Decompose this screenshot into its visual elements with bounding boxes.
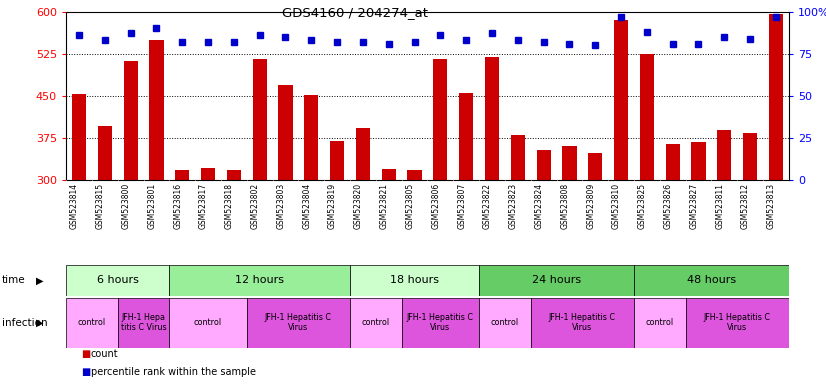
Bar — [634, 298, 686, 348]
Text: JFH-1 Hepatitis C
Virus: JFH-1 Hepatitis C Virus — [265, 313, 332, 332]
Bar — [634, 265, 789, 296]
Text: ▶: ▶ — [36, 275, 44, 285]
Text: GSM523825: GSM523825 — [638, 183, 647, 229]
Text: GSM523819: GSM523819 — [328, 183, 337, 229]
Bar — [563, 146, 577, 180]
Text: 48 hours: 48 hours — [687, 275, 736, 285]
Text: ■: ■ — [81, 349, 90, 359]
Text: GSM523811: GSM523811 — [715, 183, 724, 229]
Text: GSM523821: GSM523821 — [380, 183, 389, 229]
Text: time: time — [2, 275, 26, 285]
Text: control: control — [646, 318, 674, 327]
Bar — [588, 154, 602, 180]
Text: 18 hours: 18 hours — [390, 275, 439, 285]
Text: GSM523815: GSM523815 — [96, 183, 105, 229]
Bar — [479, 298, 530, 348]
Bar — [459, 93, 473, 180]
Bar — [350, 298, 401, 348]
Text: percentile rank within the sample: percentile rank within the sample — [91, 367, 256, 377]
Bar — [175, 170, 189, 180]
Text: GSM523818: GSM523818 — [225, 183, 234, 229]
Text: GSM523817: GSM523817 — [199, 183, 208, 229]
Bar — [124, 61, 138, 180]
Bar — [510, 136, 525, 180]
Bar — [304, 95, 318, 180]
Text: GSM523804: GSM523804 — [302, 183, 311, 229]
Bar — [434, 59, 448, 180]
Bar — [278, 85, 292, 180]
Text: GSM523805: GSM523805 — [406, 183, 415, 229]
Text: GSM523801: GSM523801 — [147, 183, 156, 229]
Text: JFH-1 Hepa
titis C Virus: JFH-1 Hepa titis C Virus — [121, 313, 166, 332]
Bar — [201, 168, 215, 180]
Bar — [356, 128, 370, 180]
Bar — [485, 57, 499, 180]
Bar — [72, 94, 86, 180]
Text: GSM523822: GSM523822 — [483, 183, 492, 229]
Text: GSM523806: GSM523806 — [431, 183, 440, 229]
Text: GDS4160 / 204274_at: GDS4160 / 204274_at — [282, 6, 428, 19]
Text: 24 hours: 24 hours — [532, 275, 581, 285]
Text: control: control — [194, 318, 222, 327]
Text: control: control — [491, 318, 519, 327]
Text: GSM523803: GSM523803 — [277, 183, 286, 229]
Bar — [666, 144, 680, 180]
Bar — [691, 142, 705, 180]
Bar — [169, 298, 247, 348]
Text: GSM523800: GSM523800 — [121, 183, 131, 229]
Text: GSM523824: GSM523824 — [534, 183, 544, 229]
Text: GSM523820: GSM523820 — [354, 183, 363, 229]
Text: count: count — [91, 349, 118, 359]
Bar — [640, 54, 654, 180]
Text: control: control — [362, 318, 390, 327]
Bar — [350, 265, 479, 296]
Bar — [169, 265, 350, 296]
Text: GSM523814: GSM523814 — [70, 183, 79, 229]
Text: GSM523808: GSM523808 — [560, 183, 569, 229]
Text: infection: infection — [2, 318, 47, 328]
Text: GSM523813: GSM523813 — [767, 183, 776, 229]
Text: GSM523809: GSM523809 — [586, 183, 596, 229]
Text: ■: ■ — [81, 367, 90, 377]
Bar — [686, 298, 789, 348]
Bar — [407, 170, 421, 180]
Bar — [247, 298, 350, 348]
Bar — [717, 130, 731, 180]
Bar — [330, 141, 344, 180]
Text: GSM523812: GSM523812 — [741, 183, 750, 229]
Text: JFH-1 Hepatitis C
Virus: JFH-1 Hepatitis C Virus — [407, 313, 474, 332]
Bar — [743, 132, 757, 180]
Text: GSM523816: GSM523816 — [173, 183, 183, 229]
Bar — [401, 298, 479, 348]
Bar — [530, 298, 634, 348]
Bar — [253, 59, 267, 180]
Bar — [227, 170, 241, 180]
Text: GSM523827: GSM523827 — [690, 183, 699, 229]
Text: GSM523802: GSM523802 — [250, 183, 259, 229]
Bar — [614, 20, 628, 180]
Text: ▶: ▶ — [36, 318, 44, 328]
Text: JFH-1 Hepatitis C
Virus: JFH-1 Hepatitis C Virus — [704, 313, 771, 332]
Text: GSM523810: GSM523810 — [612, 183, 621, 229]
Bar — [537, 149, 551, 180]
Bar — [382, 169, 396, 180]
Text: GSM523823: GSM523823 — [509, 183, 518, 229]
Bar — [769, 14, 783, 180]
Text: GSM523807: GSM523807 — [457, 183, 466, 229]
Text: 12 hours: 12 hours — [235, 275, 284, 285]
Text: 6 hours: 6 hours — [97, 275, 139, 285]
Bar — [479, 265, 634, 296]
Bar — [97, 126, 112, 180]
Bar — [66, 298, 117, 348]
Bar — [66, 265, 169, 296]
Bar — [150, 40, 164, 180]
Text: GSM523826: GSM523826 — [663, 183, 672, 229]
Text: control: control — [78, 318, 106, 327]
Text: JFH-1 Hepatitis C
Virus: JFH-1 Hepatitis C Virus — [548, 313, 616, 332]
Bar — [117, 298, 169, 348]
